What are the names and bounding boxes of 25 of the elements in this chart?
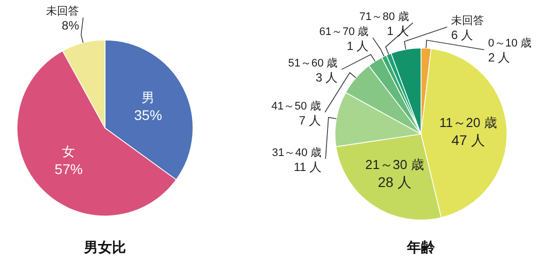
slice-label: 61～70 歳: [319, 24, 369, 38]
text: 男女比: [83, 239, 126, 255]
data-label: 3 人: [316, 70, 338, 84]
slice-label: 未回答: [451, 14, 484, 28]
slice-label: 11～20 歳: [439, 115, 498, 130]
data-label: 47 人: [451, 132, 485, 148]
data-label: 11 人: [294, 160, 322, 174]
slice-label: 女: [62, 144, 76, 160]
text: 年齢: [406, 239, 436, 255]
data-label: 35%: [134, 107, 162, 124]
slice-label: 未回答: [46, 4, 80, 18]
slice-label: 21～30 歳: [365, 157, 424, 172]
data-label: 6 人: [451, 28, 474, 42]
slice-label: 31～40 歳: [272, 146, 322, 159]
data-label: 2 人: [488, 50, 510, 65]
slice-label: 0～10 歳: [488, 36, 532, 50]
slice-label: 41～50 歳: [271, 99, 321, 112]
slice-label: 男: [142, 90, 155, 106]
slice-label: 51～60 歳: [288, 56, 338, 70]
data-label: 7 人: [298, 113, 321, 128]
data-label: 28 人: [378, 174, 412, 190]
data-label: 1 人: [346, 38, 369, 53]
data-label: 8%: [62, 18, 80, 33]
data-label: 57%: [54, 161, 83, 178]
slice-label: 71～80 歳: [359, 10, 409, 23]
